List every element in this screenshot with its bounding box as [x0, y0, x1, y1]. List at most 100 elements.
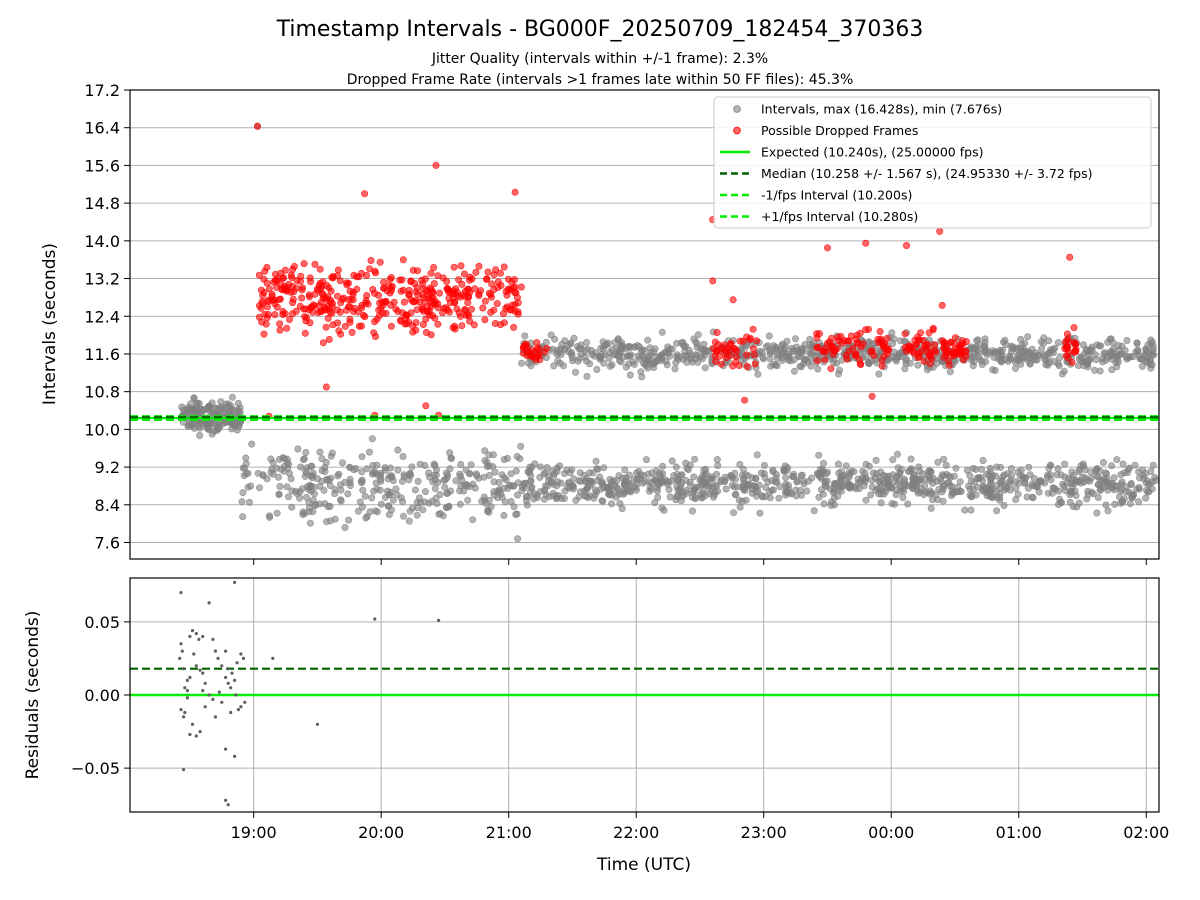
dropped-frame-point [856, 360, 864, 368]
interval-point [381, 493, 389, 501]
dropped-frame-point [484, 268, 492, 276]
dropped-frame-point [259, 299, 267, 307]
interval-point [1033, 482, 1041, 490]
dropped-frame-point [713, 328, 721, 336]
interval-point [797, 363, 805, 371]
interval-point [1141, 469, 1149, 477]
interval-point [614, 335, 622, 343]
dropped-frame-point [445, 308, 453, 316]
interval-point [1022, 347, 1030, 355]
dropped-frame-point [475, 262, 483, 270]
interval-point [892, 357, 900, 365]
residual-point [315, 722, 319, 726]
interval-point [528, 483, 536, 491]
dropped-frame-point [879, 341, 887, 349]
interval-point [196, 431, 204, 439]
dropped-frame-point [455, 276, 463, 284]
dropped-frame-point [317, 298, 325, 306]
dropped-frame-point [419, 320, 427, 328]
interval-point [1049, 349, 1057, 357]
interval-point [686, 461, 694, 469]
interval-point [421, 488, 429, 496]
interval-point [666, 352, 674, 360]
interval-point [783, 337, 791, 345]
dropped-frame-point [298, 294, 306, 302]
interval-point [1025, 463, 1033, 471]
residual-point [226, 681, 230, 685]
interval-point [1007, 465, 1015, 473]
interval-point [514, 535, 522, 543]
dropped-frame-point [336, 308, 344, 316]
interval-point [934, 496, 942, 504]
interval-point [323, 518, 331, 526]
interval-point [650, 359, 658, 367]
dropped-frame-point [317, 285, 325, 293]
interval-point [1044, 361, 1052, 369]
residual-point [182, 667, 186, 671]
interval-point [868, 340, 876, 348]
dropped-frame-point [926, 360, 934, 368]
dropped-frame-point [517, 283, 525, 291]
interval-point [255, 484, 263, 492]
dropped-frame-point [316, 265, 324, 273]
residual-point [183, 710, 187, 715]
interval-point [441, 476, 449, 484]
interval-point [1134, 347, 1142, 355]
dropped-frame-point [924, 341, 932, 349]
residual-point [226, 667, 230, 671]
residual-point [220, 664, 224, 668]
interval-point [516, 455, 524, 463]
interval-point [875, 370, 883, 378]
residual-point [373, 617, 377, 621]
interval-point [597, 485, 605, 493]
dropped-frame-point [337, 330, 345, 338]
dropped-frame-point [453, 305, 461, 313]
interval-point [690, 473, 698, 481]
interval-point [1026, 360, 1034, 368]
interval-point [1135, 498, 1143, 506]
interval-point [877, 468, 885, 476]
dropped-frame-point [418, 276, 426, 284]
interval-point [691, 351, 699, 359]
dropped-frame-point [926, 350, 934, 358]
dropped-frame-point [371, 332, 379, 340]
interval-point [651, 499, 659, 507]
interval-point [834, 460, 842, 468]
interval-point [1131, 461, 1139, 469]
interval-point [341, 478, 349, 486]
interval-point [842, 462, 850, 470]
interval-point [1059, 480, 1067, 488]
interval-point [263, 475, 271, 483]
interval-point [1003, 470, 1011, 478]
dropped-frame-point [885, 346, 893, 354]
interval-point [666, 493, 674, 501]
residual-point [213, 649, 217, 653]
dropped-frame-point [456, 312, 464, 320]
dropped-frame-point [370, 289, 378, 297]
interval-point [552, 494, 560, 502]
dropped-frame-point [337, 299, 345, 307]
intervals-y-tick-label: 12.4 [84, 307, 120, 326]
residual-point [239, 652, 243, 656]
interval-point [717, 476, 725, 484]
dropped-frame-point [736, 337, 744, 345]
interval-point [690, 335, 698, 343]
dropped-frame-point [938, 301, 946, 309]
interval-point [792, 486, 800, 494]
residual-point [179, 708, 183, 712]
interval-point [217, 398, 225, 406]
dropped-frame-point [371, 318, 379, 326]
interval-point [306, 519, 314, 527]
interval-point [969, 464, 977, 472]
interval-point [269, 470, 277, 478]
residual-point [178, 656, 182, 661]
interval-point [1135, 485, 1143, 493]
residuals-y-axis-label: Residuals (seconds) [23, 611, 43, 780]
dropped-frame-point [300, 260, 308, 268]
interval-point [862, 353, 870, 361]
interval-point [575, 345, 583, 353]
interval-point [1133, 339, 1141, 347]
interval-point [466, 470, 474, 478]
interval-point [1044, 489, 1052, 497]
residual-point [243, 700, 247, 704]
